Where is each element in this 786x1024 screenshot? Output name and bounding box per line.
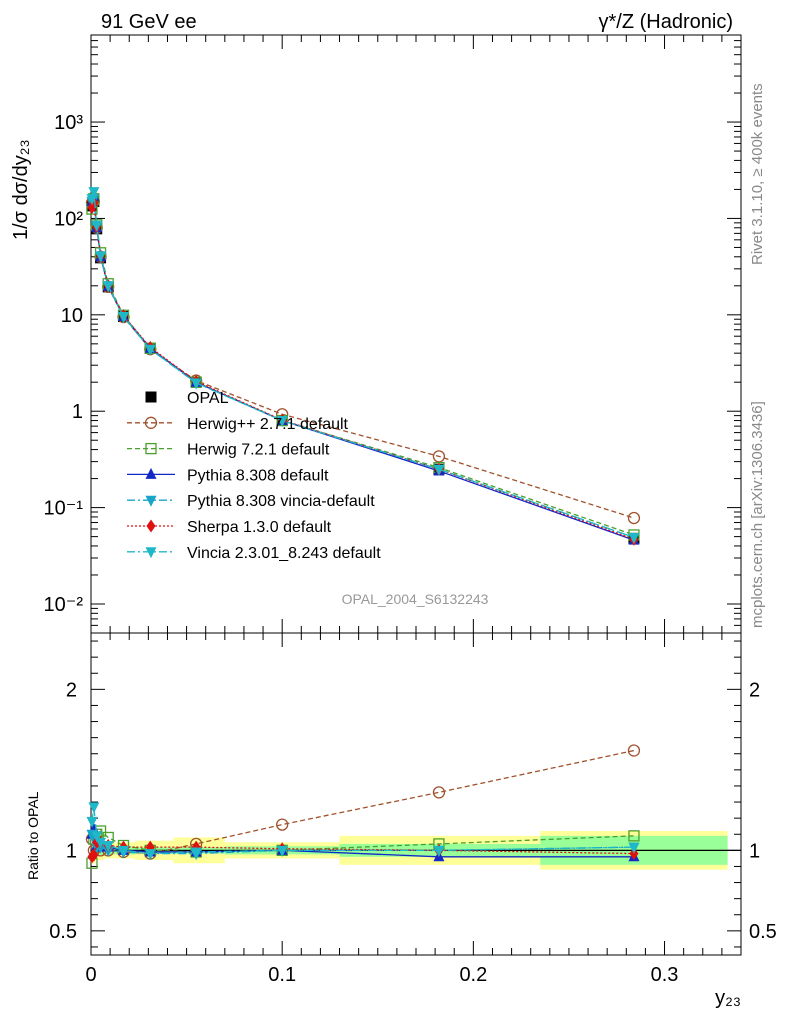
point-herwig-2-7-1-default	[627, 511, 641, 525]
ratio-ytick-label-right: 2	[749, 679, 760, 701]
legend-marker-herwig-7-2-1-default	[145, 442, 157, 455]
point-vincia-2-3-01-8-243-default	[190, 378, 202, 390]
ratio-point-herwig-2-7-1-default	[276, 818, 289, 831]
xlabel: y₂₃	[715, 987, 741, 1009]
xtick-label: 0.3	[651, 964, 679, 986]
main-series	[85, 187, 641, 546]
main-ytick-label: 10³	[54, 112, 83, 134]
legend-label-vincia-2-3-01-8-243-default: Vincia 2.3.01_8.243 default	[187, 545, 381, 562]
point-vincia-2-3-01-8-243-default	[91, 220, 103, 232]
legend-marker-opal	[145, 391, 157, 403]
ratio-ytick-label-left: 2	[66, 679, 77, 701]
legend-label-pythia-8-308-default: Pythia 8.308 default	[187, 467, 329, 484]
legend-label-pythia-8-308-vincia-default: Pythia 8.308 vincia-default	[187, 493, 375, 510]
ratio-point-vincia-2-3-01-8-243-default	[95, 837, 107, 849]
ratio-ytick-label-left: 1	[66, 840, 77, 862]
xtick-label: 0.2	[459, 964, 487, 986]
series-line-sherpa-1-3-0-default	[91, 200, 635, 540]
series-line-herwig-2-7-1-default	[91, 200, 635, 519]
mcplots-label: mcplots.cern.ch [arXiv:1306.3436]	[749, 401, 766, 628]
series-line-pythia-8-308-default	[91, 195, 635, 541]
xtick-label: 0	[85, 964, 96, 986]
legend-label-herwig-2-7-1-default: Herwig++ 2.7.1 default	[187, 416, 349, 433]
ratio-point-vincia-2-3-01-8-243-default	[190, 847, 202, 859]
series-line-pythia-8-308-vincia-default	[91, 196, 635, 539]
ratio-point-herwig-2-7-1-default	[627, 744, 641, 757]
series-line-vincia-2-3-01-8-243-default	[91, 191, 635, 539]
main-ytick-label: 10⁻²	[44, 594, 84, 616]
point-vincia-2-3-01-8-243-default	[144, 344, 156, 356]
main-ytick-label: 10²	[54, 208, 83, 230]
ratio-point-vincia-2-3-01-8-243-default	[276, 845, 288, 857]
header-right: γ*/Z (Hadronic)	[599, 11, 733, 33]
ratio-point-vincia-2-3-01-8-243-default	[628, 842, 640, 854]
main-ytick-label: 10⁻¹	[44, 498, 84, 520]
main-ytick-label: 10	[61, 305, 83, 327]
main-plot-frame	[90, 34, 742, 634]
rivet-label: Rivet 3.1.10, ≥ 400k events	[749, 83, 766, 265]
ratio-ytick-label-left: 0.5	[49, 921, 77, 943]
ratio-point-vincia-2-3-01-8-243-default	[433, 845, 445, 857]
main-ytick-label: 1	[72, 401, 83, 423]
legend-marker-herwig-2-7-1-default	[144, 416, 158, 429]
ratio-point-herwig-2-7-1-default	[432, 786, 446, 799]
ratio-point-vincia-2-3-01-8-243-default	[118, 845, 129, 857]
header-left: 91 GeV ee	[101, 11, 197, 33]
legend-label-sherpa-1-3-0-default: Sherpa 1.3.0 default	[187, 519, 332, 536]
main-axis-ticks: 10⁻² 10⁻¹ 1 10 10² 10³	[44, 34, 742, 634]
legend-label-opal: OPAL	[187, 390, 229, 407]
ratio-ytick-label-right: 0.5	[749, 921, 777, 943]
point-vincia-2-3-01-8-243-default	[86, 194, 98, 206]
ratio-point-vincia-2-3-01-8-243-default	[88, 802, 100, 814]
ratio-point-vincia-2-3-01-8-243-default	[102, 841, 114, 853]
legend-label-herwig-7-2-1-default: Herwig 7.2.1 default	[187, 442, 330, 459]
legend-marker-vincia-2-3-01-8-243-default	[145, 547, 157, 559]
ratio-ylabel: Ratio to OPAL	[25, 791, 41, 880]
analysis-watermark: OPAL_2004_S6132243	[342, 591, 489, 607]
legend: OPAL Herwig++ 2.7.1 default Herwig 7.2.1 d…	[127, 390, 381, 562]
point-vincia-2-3-01-8-243-default	[628, 532, 640, 544]
ratio-series	[85, 744, 641, 869]
legend-marker-pythia-8-308-vincia-default	[145, 495, 157, 507]
point-vincia-2-3-01-8-243-default	[88, 187, 100, 199]
point-herwig-2-7-1-default	[432, 450, 446, 463]
ratio-point-vincia-2-3-01-8-243-default	[144, 849, 156, 861]
legend-marker-pythia-8-308-default	[145, 467, 157, 479]
ratio-point-herwig-7-2-1-default	[628, 830, 640, 842]
ratio-point-sherpa-1-3-0-default	[89, 848, 99, 862]
point-vincia-2-3-01-8-243-default	[118, 312, 129, 324]
ratio-point-vincia-2-3-01-8-243-default	[91, 831, 103, 843]
point-vincia-2-3-01-8-243-default	[276, 416, 288, 428]
xtick-label: 0.1	[268, 964, 296, 986]
ratio-ytick-label-right: 1	[749, 840, 760, 862]
ratio-point-vincia-2-3-01-8-243-default	[86, 816, 98, 828]
point-vincia-2-3-01-8-243-default	[95, 251, 107, 263]
ratio-line-pythia-8-308-vincia-default	[91, 834, 634, 855]
point-vincia-2-3-01-8-243-default	[433, 464, 445, 476]
main-ylabel: 1/σ dσ/dy₂₃	[10, 139, 32, 240]
legend-marker-sherpa-1-3-0-default	[146, 519, 156, 533]
ratio-axis-ticks: 0 0.1 0.2 0.3 0.5 0.5 1 1 2 2	[49, 633, 777, 986]
ratio-plot-frame	[90, 632, 742, 956]
point-vincia-2-3-01-8-243-default	[102, 281, 114, 293]
